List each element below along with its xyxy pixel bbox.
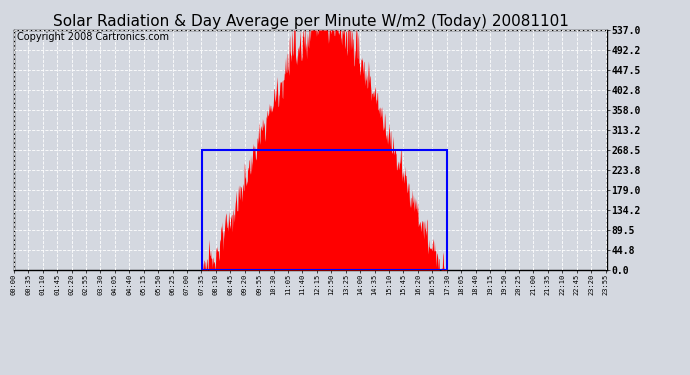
Title: Solar Radiation & Day Average per Minute W/m2 (Today) 20081101: Solar Radiation & Day Average per Minute… — [52, 14, 569, 29]
Bar — [202, 150, 447, 270]
Text: Copyright 2008 Cartronics.com: Copyright 2008 Cartronics.com — [17, 32, 169, 42]
